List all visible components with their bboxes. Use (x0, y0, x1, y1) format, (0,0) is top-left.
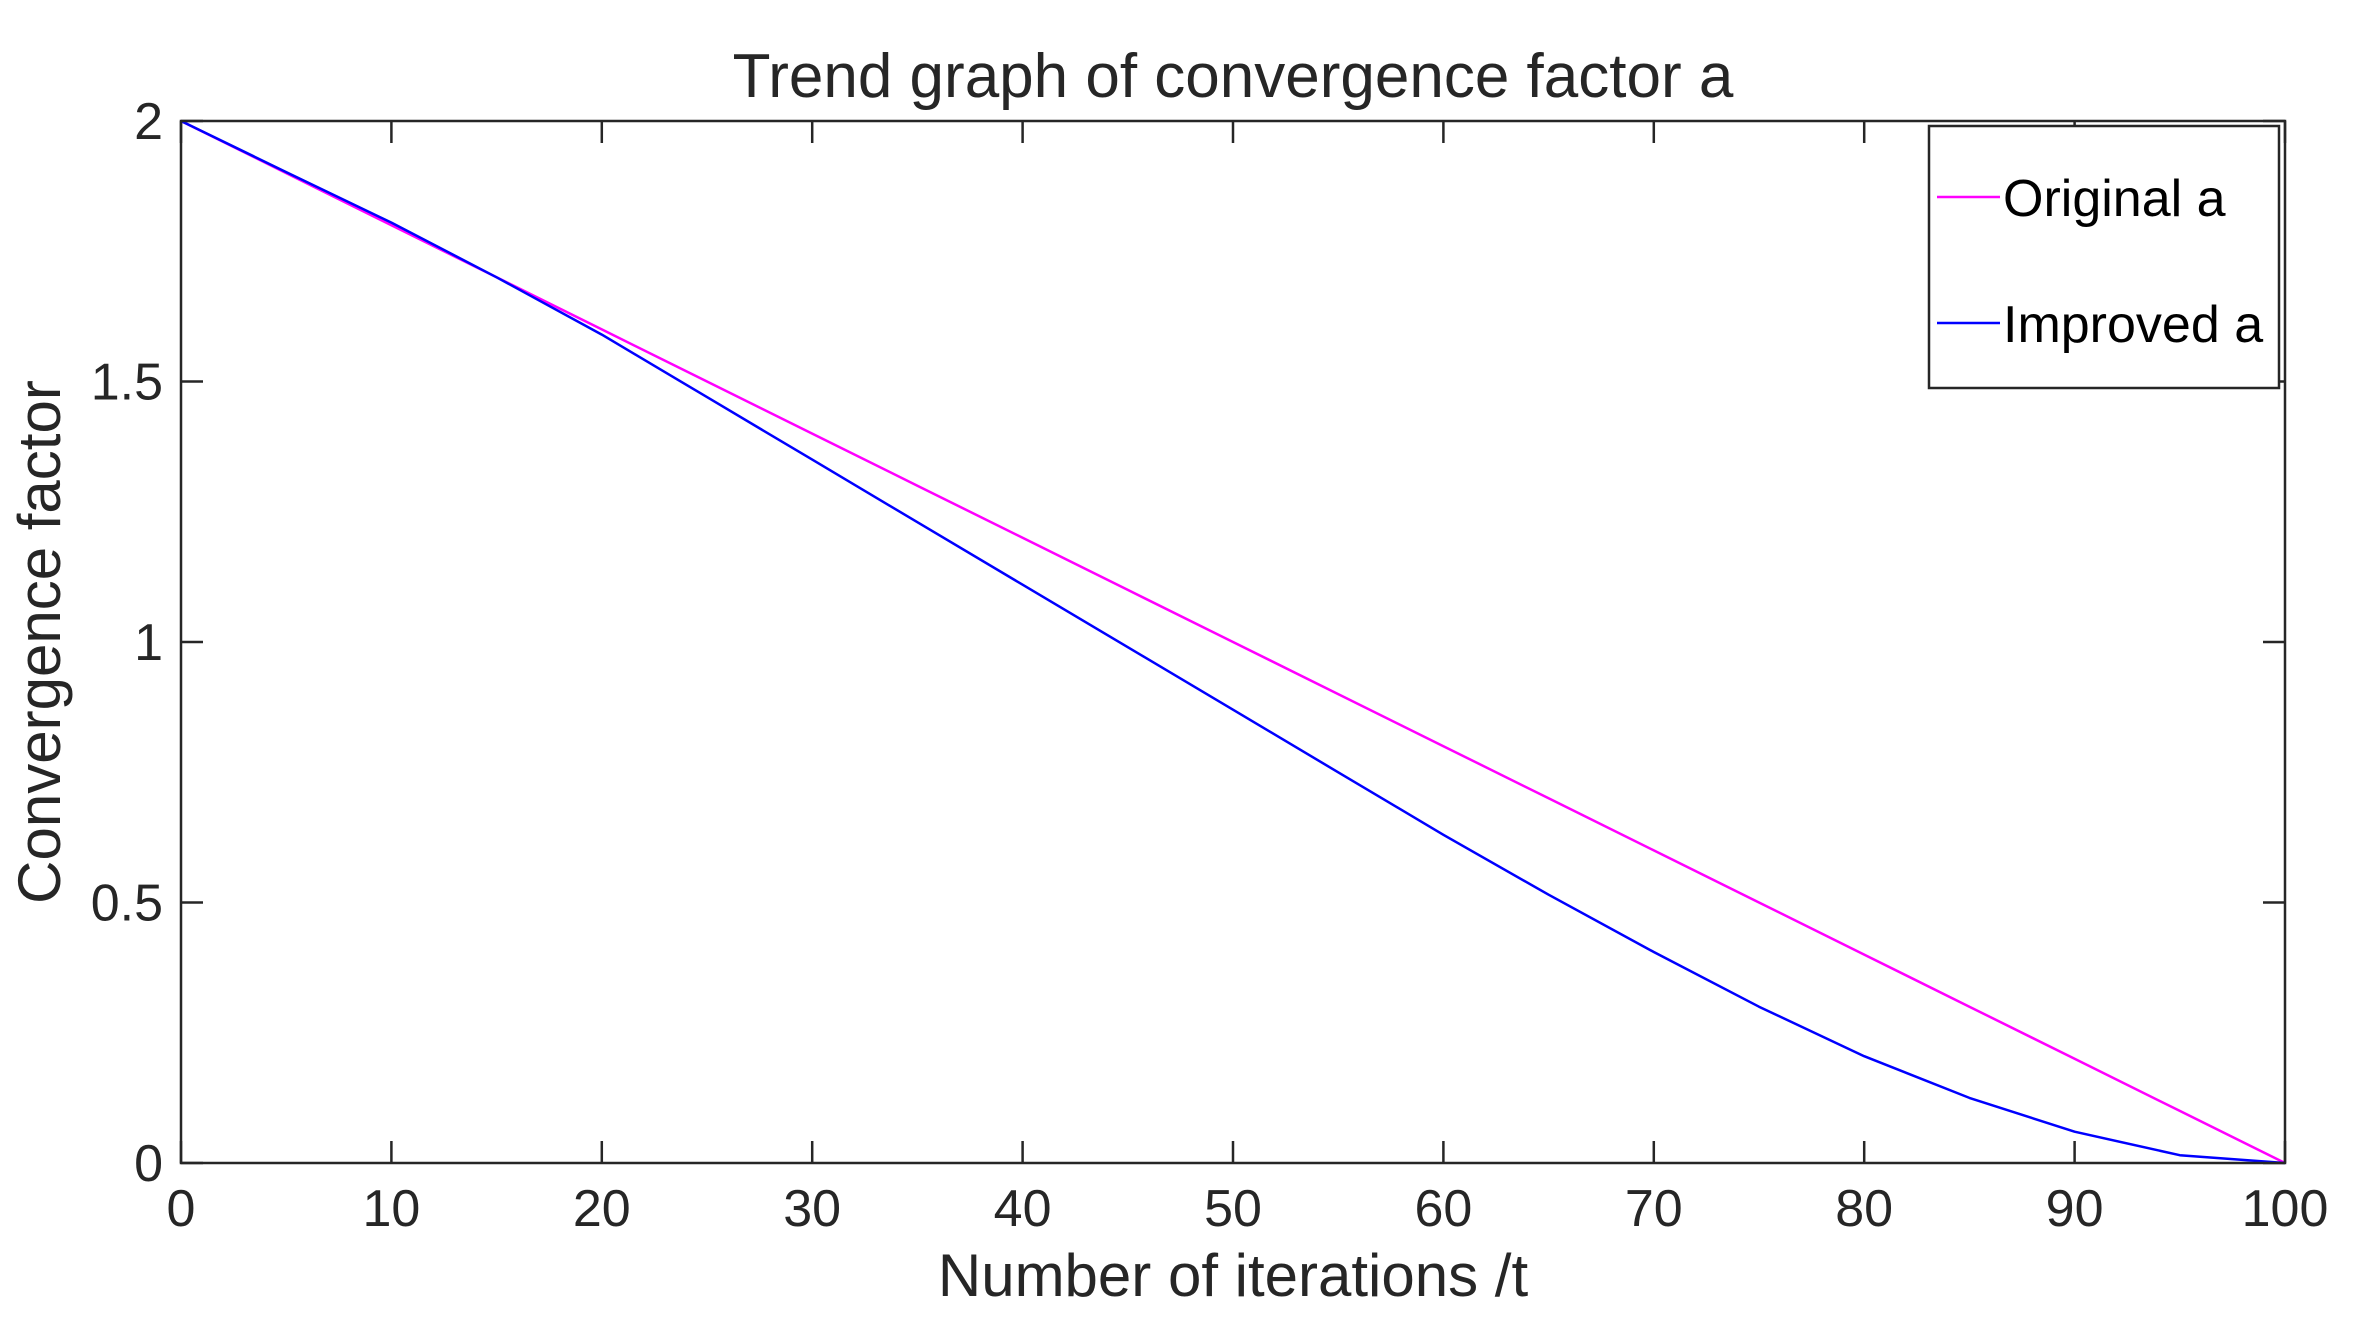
x-tick-label-100: 100 (2242, 1180, 2329, 1238)
x-tick-label-60: 60 (1414, 1180, 1472, 1238)
x-tick-label-80: 80 (1835, 1180, 1893, 1238)
y-tick-label-1-5: 1.5 (91, 354, 163, 412)
legend-label-original-a: Original a (2003, 170, 2226, 228)
x-axis-label: Number of iterations /t (938, 1242, 1529, 1309)
x-tick-label-90: 90 (2046, 1180, 2104, 1238)
y-tick-labels: 0 0.5 1 1.5 2 (91, 93, 163, 1193)
series-lines (180, 119, 2286, 1165)
y-tick-label-0-5: 0.5 (91, 875, 163, 933)
plot-frame (179, 119, 2287, 1165)
y-tick-label-2: 2 (134, 93, 163, 151)
legend: Original a Improved a (1927, 124, 2281, 390)
legend-label-improved-a: Improved a (2003, 296, 2263, 354)
x-tick-label-30: 30 (783, 1180, 841, 1238)
y-axis-label: Convergence factor (6, 380, 73, 904)
legend-box (1927, 124, 2281, 390)
x-tick-label-70: 70 (1625, 1180, 1683, 1238)
series-line-original-a (180, 119, 2286, 1165)
x-tick-label-0: 0 (167, 1180, 196, 1238)
series-line-improved-a (180, 119, 2286, 1165)
y-tick-label-0: 0 (134, 1135, 163, 1193)
x-tick-label-20: 20 (573, 1180, 631, 1238)
x-tick-label-40: 40 (994, 1180, 1052, 1238)
x-tick-label-10: 10 (362, 1180, 420, 1238)
x-tick-label-50: 50 (1204, 1180, 1262, 1238)
y-tick-label-1: 1 (134, 614, 163, 672)
chart-title: Trend graph of convergence factor a (733, 42, 1734, 111)
x-tick-labels: 0 10 20 30 40 50 60 70 80 90 100 (167, 1180, 2329, 1238)
